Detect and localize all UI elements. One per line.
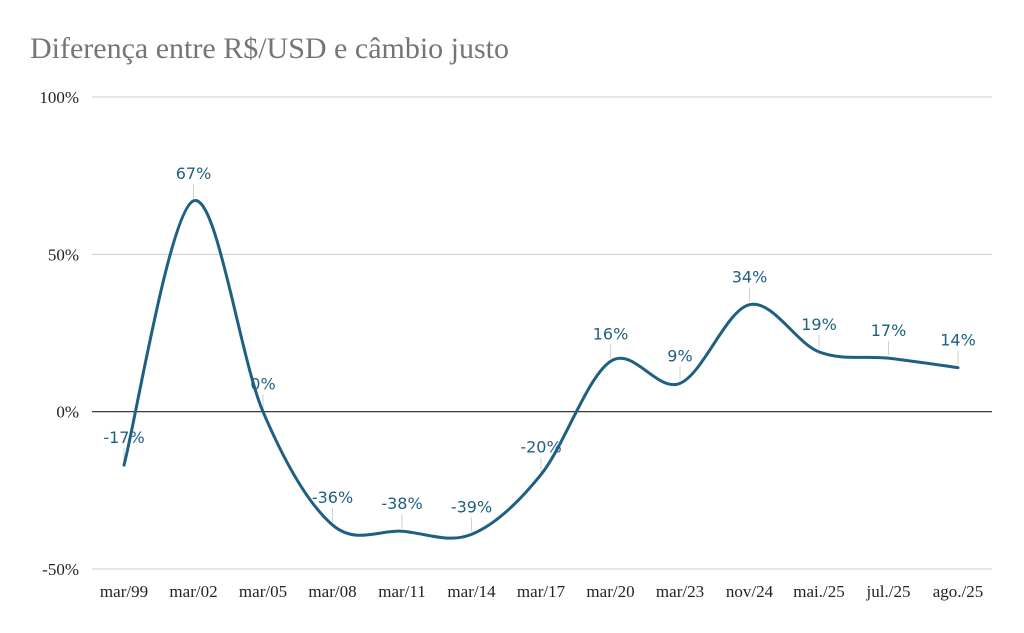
x-axis: mar/99 mar/02 mar/05 mar/08 mar/11 mar/14 mar/…: [100, 582, 983, 601]
data-label: 34%: [732, 268, 768, 287]
x-tick-label: mar/08: [308, 582, 356, 601]
x-tick-label: nov/24: [726, 582, 774, 601]
x-tick-label: mar/20: [586, 582, 634, 601]
y-tick-label: 100%: [39, 88, 79, 107]
grid-layer: [92, 96, 992, 570]
data-label: -38%: [381, 494, 422, 513]
x-tick-label: jul./25: [866, 582, 911, 601]
series-line: [122, 199, 960, 540]
data-label: 14%: [940, 331, 976, 350]
data-label: -20%: [520, 438, 561, 457]
y-axis: -50% 0% 50% 100%: [39, 88, 79, 579]
series-layer: [122, 199, 960, 540]
x-tick-label: mar/99: [100, 582, 148, 601]
data-label: -39%: [451, 497, 492, 516]
data-label: 67%: [176, 164, 212, 183]
chart-title: Diferença entre R$/USD e câmbio justo: [30, 32, 509, 65]
x-tick-label: mar/17: [517, 582, 566, 601]
data-label: 16%: [593, 324, 629, 343]
x-tick-label: mar/14: [447, 582, 496, 601]
data-label: 17%: [871, 321, 907, 340]
data-label: 9%: [667, 346, 692, 365]
data-label-layer: -17% 67% 0% -36% -38% -39% -20% 16% 9% 34% 19% 17% 1…: [103, 164, 975, 517]
x-tick-label: mar/02: [169, 582, 217, 601]
x-tick-label: mar/11: [378, 582, 426, 601]
x-tick-label: mar/23: [656, 582, 704, 601]
y-tick-label: 0%: [56, 403, 79, 422]
data-label: 19%: [801, 315, 837, 334]
data-label: -36%: [312, 488, 353, 507]
x-tick-label: ago./25: [933, 582, 984, 601]
data-label: -17%: [103, 428, 144, 447]
x-tick-label: mai./25: [793, 582, 844, 601]
leader-layer: [123, 183, 959, 532]
data-label: 0%: [250, 375, 275, 394]
y-tick-label: -50%: [42, 560, 79, 579]
y-tick-label: 50%: [48, 245, 79, 264]
x-tick-label: mar/05: [239, 582, 287, 601]
